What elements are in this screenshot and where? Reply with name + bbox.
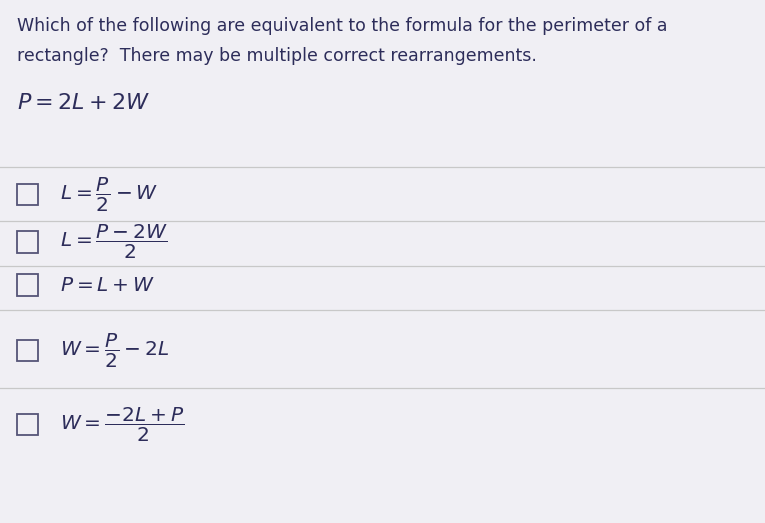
Text: $L = \dfrac{P-2W}{2}$: $L = \dfrac{P-2W}{2}$ [60,223,168,262]
Bar [17,184,38,205]
Bar [17,414,38,435]
Text: $W = \dfrac{-2L+P}{2}$: $W = \dfrac{-2L+P}{2}$ [60,405,184,444]
Bar [17,340,38,361]
Text: rectangle?  There may be multiple correct rearrangements.: rectangle? There may be multiple correct… [17,47,537,65]
Text: Which of the following are equivalent to the formula for the perimeter of a: Which of the following are equivalent to… [17,17,667,35]
Text: $L = \dfrac{P}{2} - W$: $L = \dfrac{P}{2} - W$ [60,175,158,214]
Bar [17,275,38,295]
Bar [17,232,38,253]
Text: $P = 2L + 2W$: $P = 2L + 2W$ [17,92,150,113]
Text: $P = L + W$: $P = L + W$ [60,276,155,294]
Text: $W = \dfrac{P}{2} - 2L$: $W = \dfrac{P}{2} - 2L$ [60,331,169,370]
